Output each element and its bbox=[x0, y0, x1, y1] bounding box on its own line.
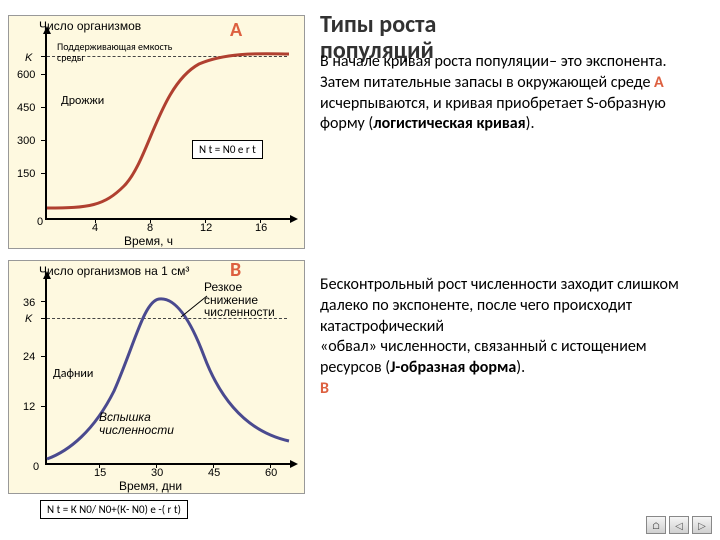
formula-a: N t = N0 e r t bbox=[192, 140, 263, 159]
next-button[interactable]: ▷ bbox=[692, 516, 712, 534]
species-label-b: Дафнии bbox=[53, 367, 103, 381]
p2-end: ). bbox=[516, 358, 525, 377]
nav-buttons: ⌂ ◁ ▷ bbox=[646, 516, 712, 534]
species-label-a: Дрожжи bbox=[61, 94, 111, 108]
chart-b: Число организмов на 1 см³ 36 K 24 12 0 1… bbox=[8, 260, 305, 494]
paragraph-1: В начале кривая роста популяции– это экс… bbox=[320, 52, 700, 135]
paragraph-2: Бесконтрольный рост численности заходит … bbox=[320, 275, 700, 400]
formula-b: N t = К N0/ N0+(К- N0) e -( r t) bbox=[40, 500, 188, 519]
crash-label: Резкое снижение численности bbox=[204, 281, 299, 319]
p1-end: ). bbox=[526, 114, 535, 133]
p1-letter-a: А bbox=[654, 73, 664, 92]
capacity-label: Поддерживающая емкость среды bbox=[57, 42, 197, 63]
p2-part1: Бесконтрольный рост численности заходит … bbox=[320, 275, 679, 336]
chart-a-xlabel: Время, ч bbox=[124, 234, 173, 248]
chart-a-letter: А bbox=[230, 18, 242, 42]
chart-b-letter: В bbox=[230, 258, 241, 282]
home-button[interactable]: ⌂ bbox=[646, 516, 666, 534]
chart-a: Число организмов K 600 450 300 150 0 4 8… bbox=[8, 15, 305, 249]
p2-letter-b: В bbox=[320, 379, 329, 398]
title-line1: Типы роста bbox=[320, 10, 436, 39]
p2-bold: J-образная форма bbox=[390, 358, 516, 377]
p1-part1: В начале кривая роста популяции– это экс… bbox=[320, 52, 667, 92]
p1-bold: логистическая кривая bbox=[373, 114, 525, 133]
chart-b-xlabel: Время, дни bbox=[119, 479, 182, 493]
outbreak-label: Вспышка численности bbox=[99, 411, 189, 436]
prev-button[interactable]: ◁ bbox=[669, 516, 689, 534]
